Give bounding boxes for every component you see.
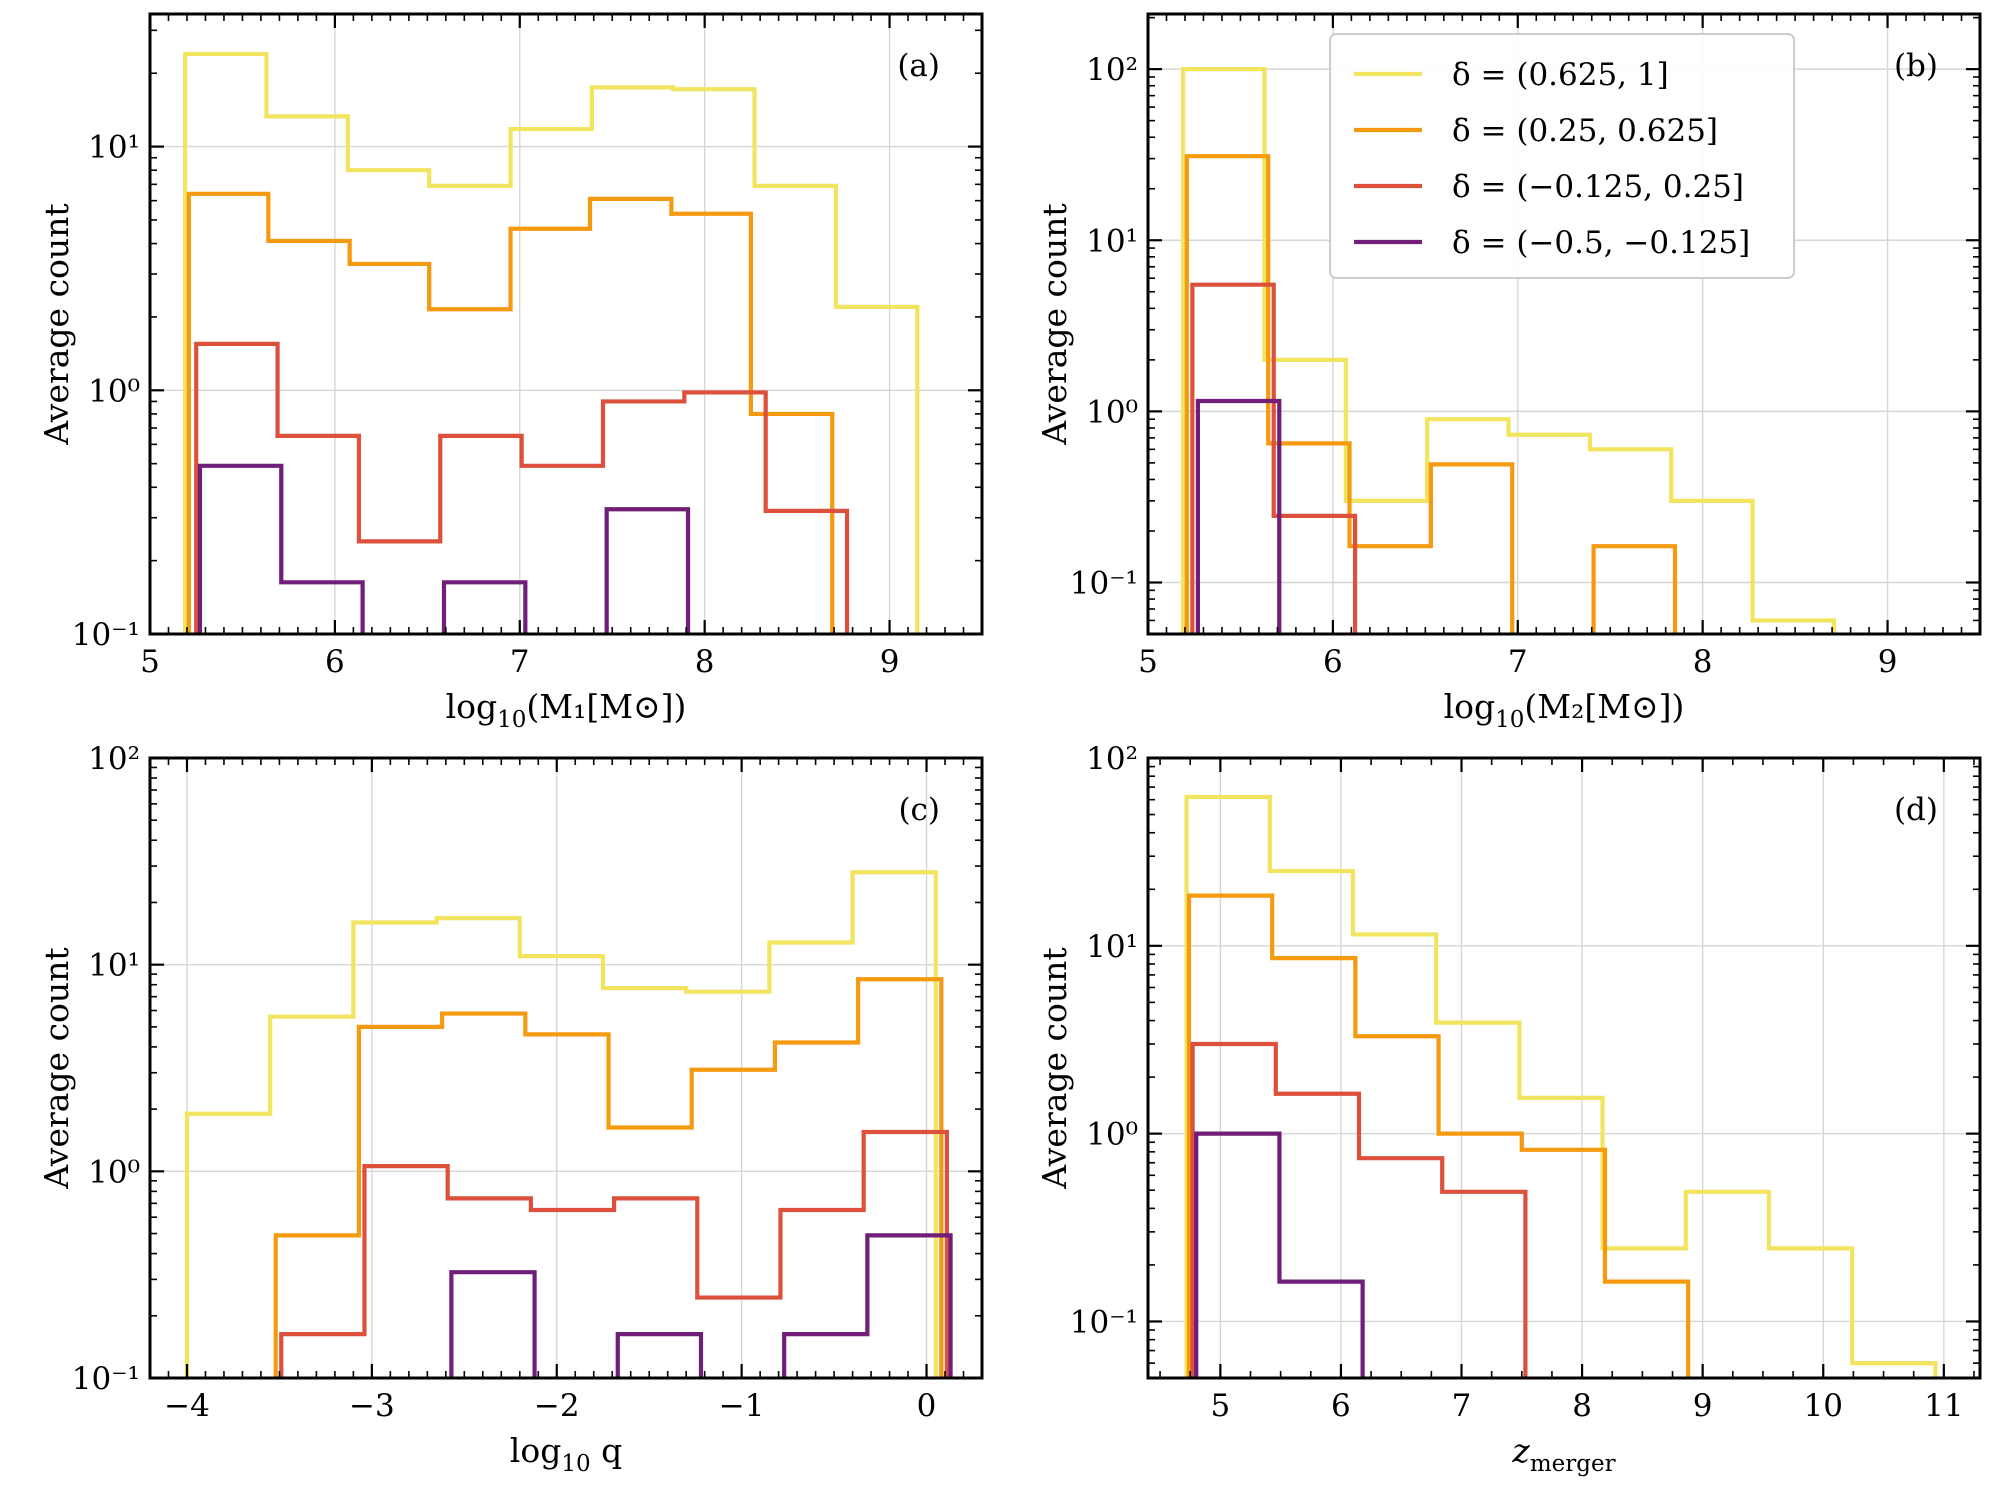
y-tick-label: 10¹ [88, 130, 140, 166]
y-tick-label: 10⁻¹ [1070, 565, 1138, 601]
x-tick-label: 8 [1693, 644, 1713, 680]
x-tick-label: 5 [1210, 1388, 1230, 1424]
x-tick-label: 9 [1693, 1388, 1713, 1424]
y-tick-label: 10¹ [1086, 223, 1138, 259]
axes-frame [148, 12, 984, 636]
histogram-series-delta_lo [1194, 1131, 1365, 1378]
panel-a: 5 6 7 8 9 10⁻¹ 10⁰ 10¹ (a) Average count log10(M₁[… [37, 12, 984, 733]
x-tick-label: 6 [1331, 1388, 1351, 1424]
x-tick-label: 6 [1323, 644, 1343, 680]
x-tick-label: 7 [1452, 1388, 1472, 1424]
x-axis-label: log10 q [510, 1431, 622, 1477]
histogram-series-delta_hi [184, 870, 938, 1378]
x-tick-label: 9 [1878, 644, 1898, 680]
x-tick-label: −2 [534, 1388, 580, 1424]
y-tick-label: 10² [1086, 741, 1138, 777]
histogram-series-delta_hi [1184, 794, 1938, 1378]
x-axis-label: zmerger [1511, 1431, 1615, 1477]
legend-label: δ = (−0.125, 0.25] [1452, 169, 1744, 205]
axes-frame [1146, 756, 1982, 1380]
y-axis-label: Average count [1035, 203, 1074, 445]
histogram-series-delta_lo [449, 1233, 953, 1378]
histogram-series-delta_midhi [186, 191, 835, 634]
y-tick-label: 10⁻¹ [1070, 1304, 1138, 1340]
x-tick-label: 7 [510, 644, 530, 680]
histogram-series-delta_lo [1195, 398, 1282, 634]
histogram-series-delta_midhi [1184, 154, 1678, 634]
x-tick-label: 6 [325, 644, 345, 680]
x-tick-label: 5 [140, 644, 160, 680]
y-tick-label: 10² [88, 741, 140, 777]
x-tick-label: 9 [880, 644, 900, 680]
x-tick-label: 8 [695, 644, 715, 680]
axes-frame [1146, 12, 1982, 636]
x-tick-label: 7 [1508, 644, 1528, 680]
panel-tag: (b) [1894, 48, 1938, 84]
y-tick-label: 10⁰ [1086, 1117, 1138, 1153]
histogram-series-delta_midhi [273, 977, 944, 1378]
panel-tag: (c) [898, 792, 940, 828]
panel-c: −4 −3 −2 −1 0 10⁻¹ 10⁰ 10¹ 10² (c) Average count lo… [37, 741, 984, 1477]
x-tick-label: 0 [917, 1388, 937, 1424]
x-tick-label: −4 [164, 1388, 210, 1424]
panel-tag: (a) [897, 48, 940, 84]
legend-label: δ = (0.625, 1] [1452, 57, 1669, 93]
histogram-series-delta_midlo [1190, 1041, 1528, 1378]
histogram-series-delta_midhi [1186, 893, 1691, 1378]
x-tick-label: 8 [1572, 1388, 1592, 1424]
histogram-series-delta_midlo [279, 1129, 949, 1378]
axes-frame [148, 756, 984, 1380]
x-tick-label: 5 [1138, 644, 1158, 680]
x-axis-label: log10(M₂[M⊙]) [1444, 687, 1685, 733]
histogram-series-delta_lo [197, 463, 691, 634]
histogram-series-delta_hi [1181, 67, 1837, 634]
y-tick-label: 10⁻¹ [72, 617, 140, 653]
y-axis-label: Average count [37, 203, 76, 445]
legend: δ = (0.625, 1] δ = (0.25, 0.625] δ = (−0.1… [1329, 33, 1795, 279]
x-tick-label: 11 [1924, 1388, 1963, 1424]
legend-label: δ = (−0.5, −0.125] [1452, 225, 1750, 261]
x-axis-label: log10(M₁[M⊙]) [446, 687, 687, 733]
y-tick-label: 10⁰ [1086, 394, 1138, 430]
panel-tag: (d) [1894, 792, 1938, 828]
panel-d: 5 6 7 8 9 10 11 10⁻¹ 10⁰ 10¹ 10² (d) Average count zm… [1035, 741, 1982, 1477]
y-tick-label: 10¹ [1086, 929, 1138, 965]
y-axis-label: Average count [1035, 947, 1074, 1189]
x-tick-label: −3 [349, 1388, 395, 1424]
series-group [183, 51, 920, 634]
series-group [184, 870, 953, 1378]
legend-label: δ = (0.25, 0.625] [1452, 113, 1718, 149]
y-tick-label: 10⁰ [88, 373, 140, 409]
series-group [1184, 794, 1938, 1378]
y-tick-label: 10⁰ [88, 1154, 140, 1190]
x-tick-label: 10 [1804, 1388, 1843, 1424]
series-group [1181, 67, 1837, 634]
y-axis-label: Average count [37, 947, 76, 1189]
legend-box [1329, 33, 1795, 279]
histogram-series-delta_midlo [194, 341, 850, 634]
y-tick-label: 10⁻¹ [72, 1361, 140, 1397]
y-tick-label: 10¹ [88, 948, 140, 984]
x-tick-label: −1 [719, 1388, 765, 1424]
histogram-series-delta_hi [183, 51, 920, 634]
y-tick-label: 10² [1086, 52, 1138, 88]
